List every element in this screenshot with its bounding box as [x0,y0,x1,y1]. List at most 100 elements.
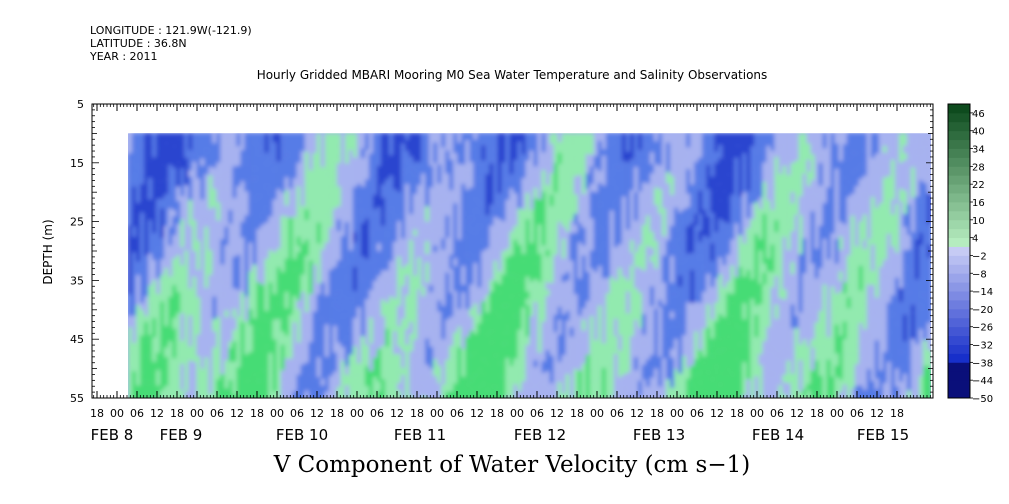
x-axis-title: V Component of Water Velocity (cm s−1) [273,452,751,478]
colorbar-bin [948,112,970,123]
x-date-label: FEB 12 [514,426,566,444]
colorbar-tick-label: −50 [972,394,993,405]
colorbar-tick-label: −14 [972,287,993,298]
x-hour-tick-label: 18 [330,407,344,420]
x-hour-tick-label: 00 [670,407,684,420]
x-hour-tick-label: 12 [550,407,564,420]
x-hour-tick-label: 06 [850,407,864,420]
station-info: LONGITUDE : 121.9W(-121.9) LATITUDE : 36… [90,24,252,63]
x-hour-tick-label: 18 [570,407,584,420]
colorbar-tick-label: −32 [972,341,993,352]
x-hour-tick-label: 00 [430,407,444,420]
colorbar-bin [948,300,970,310]
colorbar-bin [948,335,970,345]
colorbar-bin [948,184,970,194]
y-tick-label: 25 [70,216,84,229]
colorbar-bin [948,317,970,328]
x-hour-tick-label: 18 [650,407,664,420]
colorbar-bin [948,166,970,176]
x-hour-tick-label: 06 [610,407,624,420]
x-date-label: FEB 11 [394,426,446,444]
x-hour-tick-label: 12 [790,407,804,420]
colorbar-bin [948,246,970,256]
colorbar-bin [948,121,970,132]
y-tick-label: 35 [70,274,84,287]
colorbar-bin [948,210,970,221]
colorbar-bin [948,362,970,372]
x-hour-tick-label: 06 [770,407,784,420]
colorbar-bin [948,104,970,114]
longitude-label: LONGITUDE : 121.9W(-121.9) [90,24,252,37]
colorbar-bin [948,228,970,239]
colorbar-bin [948,255,970,265]
x-hour-tick-label: 18 [730,407,744,420]
colorbar-tick-label: −38 [972,358,993,369]
colorbar-bin [948,130,970,141]
x-hour-tick-label: 06 [210,407,224,420]
x-hour-tick-label: 12 [310,407,324,420]
y-tick-label: 15 [70,157,84,170]
colorbar-tick-label: 10 [972,216,985,227]
x-hour-tick-label: 18 [250,407,264,420]
colorbar-tick-label: −20 [972,305,993,316]
x-hour-tick-label: 18 [90,407,104,420]
plot-area [92,104,933,398]
y-tick-label: 55 [70,392,84,405]
x-hour-tick-label: 00 [830,407,844,420]
x-hour-tick-label: 12 [470,407,484,420]
x-hour-tick-label: 12 [230,407,244,420]
colorbar-bin [948,282,970,292]
colorbar-bin [948,175,970,185]
x-hour-tick-label: 18 [890,407,904,420]
x-hour-tick-label: 12 [870,407,884,420]
chart-title: Hourly Gridded MBARI Mooring M0 Sea Wate… [256,68,768,82]
colorbar-bin [948,308,970,319]
y-tick-label: 45 [70,333,84,346]
colorbar-frame [947,103,971,399]
x-date-label: FEB 9 [160,426,203,444]
colorbar-bin [948,193,970,203]
colorbar-bin [948,139,970,149]
heatmap-field [128,133,931,398]
colorbar-bin [948,371,970,381]
colorbar-tick-label: 4 [972,234,978,245]
x-hour-tick-label: 00 [270,407,284,420]
y-axis-label: DEPTH (m) [41,219,55,284]
x-hour-tick-label: 00 [510,407,524,420]
colorbar-tick-label: 40 [972,127,985,138]
x-hour-tick-label: 12 [150,407,164,420]
colorbar-bin [948,148,970,158]
x-date-label: FEB 10 [276,426,328,444]
colorbar-bin [948,344,970,354]
colorbar-tick-label: 34 [972,145,985,156]
x-hour-tick-label: 18 [490,407,504,420]
colorbar-tick-label: −44 [972,376,993,387]
x-hour-tick-label: 18 [170,407,184,420]
colorbar-tick-label: 46 [972,109,985,120]
x-hour-tick-label: 00 [350,407,364,420]
x-hour-tick-label: 18 [810,407,824,420]
x-hour-tick-label: 06 [690,407,704,420]
colorbar-bin [948,202,970,212]
year-label: YEAR : 2011 [90,50,158,63]
x-hour-tick-label: 18 [410,407,424,420]
y-tick-label: 5 [77,98,84,111]
colorbar-tick-label: −2 [972,251,987,262]
colorbar-bin [948,264,970,274]
x-hour-tick-label: 06 [130,407,144,420]
colorbar-bin [948,291,970,301]
colorbar-bin [948,219,970,230]
x-hour-tick-label: 12 [630,407,644,420]
x-date-label: FEB 8 [91,426,134,444]
colorbar-bin [948,237,970,247]
colorbar-tick-label: −26 [972,323,993,334]
colorbar-bin [948,380,970,390]
x-hour-tick-label: 00 [110,407,124,420]
colorbar-tick-label: 22 [972,180,985,191]
x-date-label: FEB 14 [752,426,804,444]
x-hour-tick-label: 06 [530,407,544,420]
x-hour-tick-label: 06 [370,407,384,420]
x-hour-tick-label: 06 [450,407,464,420]
x-hour-tick-label: 00 [750,407,764,420]
